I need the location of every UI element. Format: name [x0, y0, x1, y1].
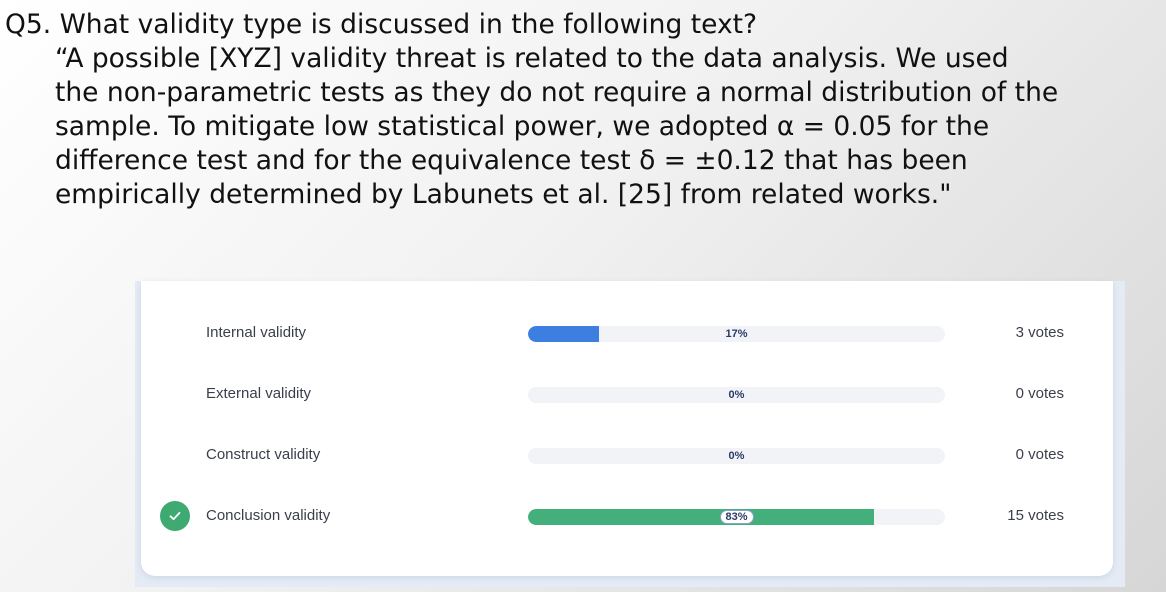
- result-bar-fill: [528, 509, 875, 525]
- poll-option-internal-validity: Internal validity 17% 3 votes: [141, 318, 1113, 348]
- quote-line: empirically determined by Labunets et al…: [55, 179, 952, 210]
- quote-line: difference test and for the equivalence …: [55, 145, 968, 176]
- quote-line: sample. To mitigate low statistical powe…: [55, 111, 990, 142]
- poll-option-conclusion-validity: Conclusion validity 83% 15 votes: [141, 501, 1113, 531]
- check-icon: [160, 501, 190, 531]
- option-label: Conclusion validity: [206, 507, 331, 524]
- result-bar-track: 0%: [528, 448, 945, 464]
- votes-count: 3 votes: [1015, 324, 1064, 341]
- votes-count: 0 votes: [1015, 385, 1064, 402]
- quote-line: the non-parametric tests as they do not …: [55, 77, 1059, 108]
- result-bar-fill: [528, 326, 599, 342]
- percent-label: 17%: [725, 328, 748, 340]
- percent-label: 0%: [728, 389, 745, 401]
- votes-count: 15 votes: [1007, 507, 1064, 524]
- question-title: Q5. What validity type is discussed in t…: [5, 9, 758, 40]
- quote-line: “A possible [XYZ] validity threat is rel…: [55, 43, 1009, 74]
- votes-count: 0 votes: [1015, 446, 1064, 463]
- option-label: Internal validity: [206, 324, 307, 341]
- poll-option-construct-validity: Construct validity 0% 0 votes: [141, 440, 1113, 470]
- result-bar-track: 17%: [528, 326, 945, 342]
- poll-option-external-validity: External validity 0% 0 votes: [141, 379, 1113, 409]
- result-bar-track: 0%: [528, 387, 945, 403]
- result-bar-track: 83%: [528, 509, 945, 525]
- question-quote: “A possible [XYZ] validity threat is rel…: [55, 42, 1163, 212]
- percent-label: 0%: [728, 450, 745, 462]
- question-block: Q5. What validity type is discussed in t…: [5, 8, 1163, 212]
- poll-results-panel: Internal validity 17% 3 votes External v…: [135, 281, 1125, 587]
- poll-results-card: Internal validity 17% 3 votes External v…: [141, 281, 1113, 576]
- option-label: Construct validity: [206, 446, 321, 463]
- percent-label: 83%: [719, 510, 754, 524]
- option-label: External validity: [206, 385, 312, 402]
